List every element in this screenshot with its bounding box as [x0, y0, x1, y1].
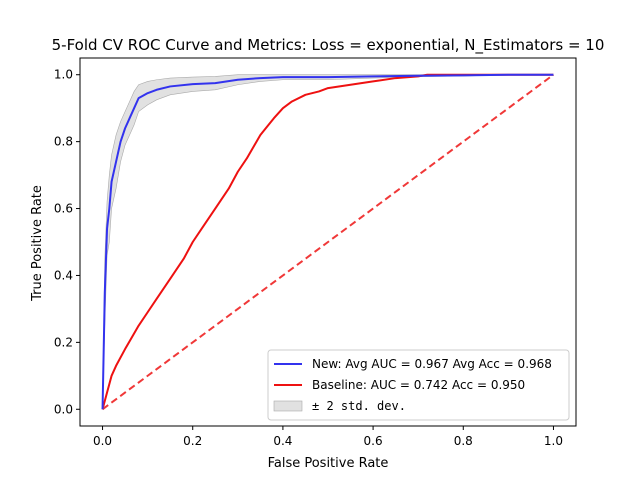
- y-tick-label: 0.6: [54, 202, 73, 216]
- y-tick-label: 0.0: [54, 402, 73, 416]
- y-tick-label: 0.2: [54, 335, 73, 349]
- x-tick-label: 1.0: [544, 434, 563, 448]
- series-line-new: [101, 73, 554, 410]
- chance-diagonal-line: [101, 73, 555, 411]
- std-dev-band: [102, 74, 554, 410]
- axes: 0.0 0.2 0.4 0.6 0.8 1.0 0.0 0.2 0.4 0.6 0.8 1.0: [54, 57, 577, 448]
- x-tick-label: 0.6: [364, 434, 383, 448]
- x-tick-label: 0.0: [93, 434, 112, 448]
- x-axis-label: False Positive Rate: [268, 456, 389, 471]
- chart-title: 5-Fold CV ROC Curve and Metrics: Loss = …: [52, 36, 605, 55]
- x-tick-label: 0.8: [454, 434, 473, 448]
- axes-frame: [79, 57, 577, 427]
- y-axis-label: True Positive Rate: [30, 185, 45, 302]
- y-tick-label: 0.4: [54, 268, 73, 282]
- legend-label: ± 2 std. dev.: [312, 399, 406, 413]
- y-tick-label: 1.0: [54, 68, 73, 82]
- legend-swatch-patch: [273, 400, 303, 412]
- plot-area: [101, 73, 555, 411]
- legend-box: [267, 349, 570, 421]
- x-tick-label: 0.4: [273, 434, 292, 448]
- legend-label: New: Avg AUC = 0.967 Avg Acc = 0.968: [312, 357, 552, 371]
- y-tick-label: 0.8: [54, 135, 73, 149]
- legend: New: Avg AUC = 0.967 Avg Acc = 0.968 Base…: [267, 349, 570, 421]
- legend-label: Baseline: AUC = 0.742 Acc = 0.950: [312, 378, 525, 392]
- x-tick-label: 0.2: [183, 434, 202, 448]
